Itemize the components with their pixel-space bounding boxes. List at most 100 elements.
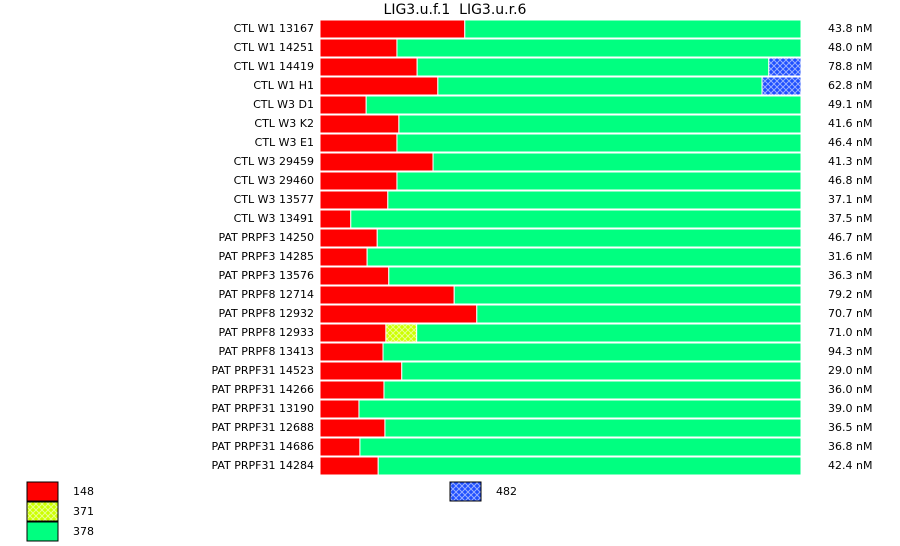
category-label: PAT PRPF31 14523 [211,364,314,377]
row-label: 62.8 nM [828,79,872,92]
legend-swatch [26,481,59,502]
bar-segment [416,57,770,77]
row-label: 71.0 nM [828,326,872,339]
category-label: PAT PRPF31 14686 [211,440,314,453]
row-label: 42.4 nM [828,459,872,472]
row-label: 36.3 nM [828,269,872,282]
bar-segment [319,95,367,115]
bar-segment [358,399,802,419]
legend-swatch [26,521,59,542]
bar-segment [377,456,802,476]
row-label: 79.2 nM [828,288,872,301]
row-label: 46.4 nM [828,136,872,149]
row-label: 37.1 nM [828,193,872,206]
bar-segment [376,228,802,248]
category-label: CTL W3 29460 [234,174,314,187]
category-label: PAT PRPF3 13576 [218,269,314,282]
category-label: PAT PRPF31 13190 [211,402,314,415]
category-label: CTL W3 K2 [254,117,314,130]
bar-segment [319,342,384,362]
row-label: 36.8 nM [828,440,872,453]
bar-segment [319,76,439,96]
bar-segment [396,171,802,191]
row-label: 31.6 nM [828,250,872,263]
category-label: CTL W3 E1 [255,136,314,149]
legend-label: 371 [73,505,94,518]
row-label: 29.0 nM [828,364,872,377]
category-label: CTL W3 13491 [234,212,314,225]
bar-segment [398,114,802,134]
legend-label: 378 [73,525,94,538]
row-label: 39.0 nM [828,402,872,415]
bar-segment [385,323,418,343]
bar-segment [319,323,387,343]
legend-label: 482 [496,485,517,498]
row-label: 70.7 nM [828,307,872,320]
bar-segment [319,228,378,248]
bar-segment [476,304,802,324]
bar-segment [319,380,385,400]
bar-segment [319,247,368,267]
bar-segment [319,152,434,172]
category-label: PAT PRPF8 13413 [218,345,314,358]
category-label: PAT PRPF8 12933 [218,326,314,339]
bar-segment [761,76,802,96]
category-label: CTL W1 14251 [234,41,314,54]
category-label: CTL W3 13577 [234,193,314,206]
category-label: PAT PRPF3 14250 [218,231,314,244]
bar-segment [319,209,352,229]
bar-segment [366,247,802,267]
category-label: PAT PRPF31 14266 [211,383,314,396]
category-label: CTL W1 13167 [234,22,314,35]
bar-segment [319,19,466,39]
category-label: CTL W1 H1 [253,79,314,92]
row-label: 46.7 nM [828,231,872,244]
row-label: 43.8 nM [828,22,872,35]
bar-segment [453,285,802,305]
row-label: 41.3 nM [828,155,872,168]
bar-segment [319,456,379,476]
row-label: 78.8 nM [828,60,872,73]
bar-segment [384,418,802,438]
bar-segment [319,361,403,381]
category-label: CTL W3 29459 [234,155,314,168]
bar-segment [416,323,802,343]
bar-segment [319,399,360,419]
bar-segment [768,57,802,77]
bar-segment [388,266,802,286]
chart-title: LIG3.u.f.1 LIG3.u.r.6 [384,2,527,18]
bar-segment [359,437,802,457]
bar-segment [387,190,802,210]
bar-segment [319,171,398,191]
bar-segment [437,76,763,96]
row-label: 36.0 nM [828,383,872,396]
bar-segment [464,19,802,39]
category-label: PAT PRPF8 12714 [218,288,314,301]
legend-swatch [26,501,59,522]
bar-segment [365,95,802,115]
bar-segment [319,190,389,210]
legend-label: 148 [73,485,94,498]
legend-swatch [449,481,482,502]
row-label: 41.6 nM [828,117,872,130]
bar-segment [383,380,802,400]
bar-segment [396,133,802,153]
bar-segment [319,38,398,58]
row-label: 49.1 nM [828,98,872,111]
bar-segment [319,114,400,134]
category-label: CTL W3 D1 [253,98,314,111]
bar-segment [396,38,802,58]
category-label: PAT PRPF31 14284 [211,459,314,472]
bar-segment [319,304,478,324]
category-label: PAT PRPF3 14285 [218,250,314,263]
category-label: PAT PRPF8 12932 [218,307,314,320]
bar-segment [319,266,390,286]
category-label: CTL W1 14419 [234,60,314,73]
bar-segment [401,361,802,381]
bar-segment [432,152,802,172]
bar-segment [319,57,418,77]
row-label: 46.8 nM [828,174,872,187]
category-label: PAT PRPF31 12688 [211,421,314,434]
bar-segment [319,437,361,457]
